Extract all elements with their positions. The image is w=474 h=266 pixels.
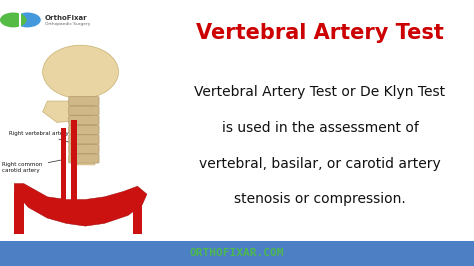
FancyBboxPatch shape: [69, 125, 99, 134]
Bar: [73, 117, 95, 165]
Text: Vertebral Artery Test: Vertebral Artery Test: [196, 23, 444, 43]
Polygon shape: [14, 192, 24, 234]
FancyBboxPatch shape: [69, 154, 99, 163]
Ellipse shape: [43, 45, 118, 98]
Polygon shape: [43, 101, 95, 122]
Circle shape: [0, 13, 27, 27]
Text: vertebral, basilar, or carotid artery: vertebral, basilar, or carotid artery: [199, 157, 441, 171]
FancyBboxPatch shape: [69, 144, 99, 153]
Text: Right vertebral artery: Right vertebral artery: [9, 131, 71, 143]
Polygon shape: [71, 120, 77, 200]
Polygon shape: [14, 184, 147, 226]
Text: stenosis or compression.: stenosis or compression.: [234, 193, 406, 206]
FancyBboxPatch shape: [69, 116, 99, 125]
FancyBboxPatch shape: [69, 106, 99, 115]
FancyBboxPatch shape: [69, 97, 99, 106]
Polygon shape: [71, 197, 77, 207]
Polygon shape: [61, 128, 66, 200]
Polygon shape: [133, 197, 142, 234]
Bar: [0, 241, 474, 266]
Polygon shape: [61, 197, 66, 207]
Text: OrthoFixar: OrthoFixar: [45, 15, 88, 21]
Text: is used in the assessment of: is used in the assessment of: [221, 121, 419, 135]
Text: ORTHOFIXAR.COM: ORTHOFIXAR.COM: [190, 248, 284, 258]
Bar: [0, 0, 171, 241]
FancyBboxPatch shape: [69, 135, 99, 144]
Text: Vertebral Artery Test or De Klyn Test: Vertebral Artery Test or De Klyn Test: [194, 85, 446, 99]
Text: Right common
carotid artery: Right common carotid artery: [2, 160, 61, 173]
Circle shape: [14, 13, 41, 27]
Text: Orthopaedic Surgery: Orthopaedic Surgery: [45, 22, 91, 27]
